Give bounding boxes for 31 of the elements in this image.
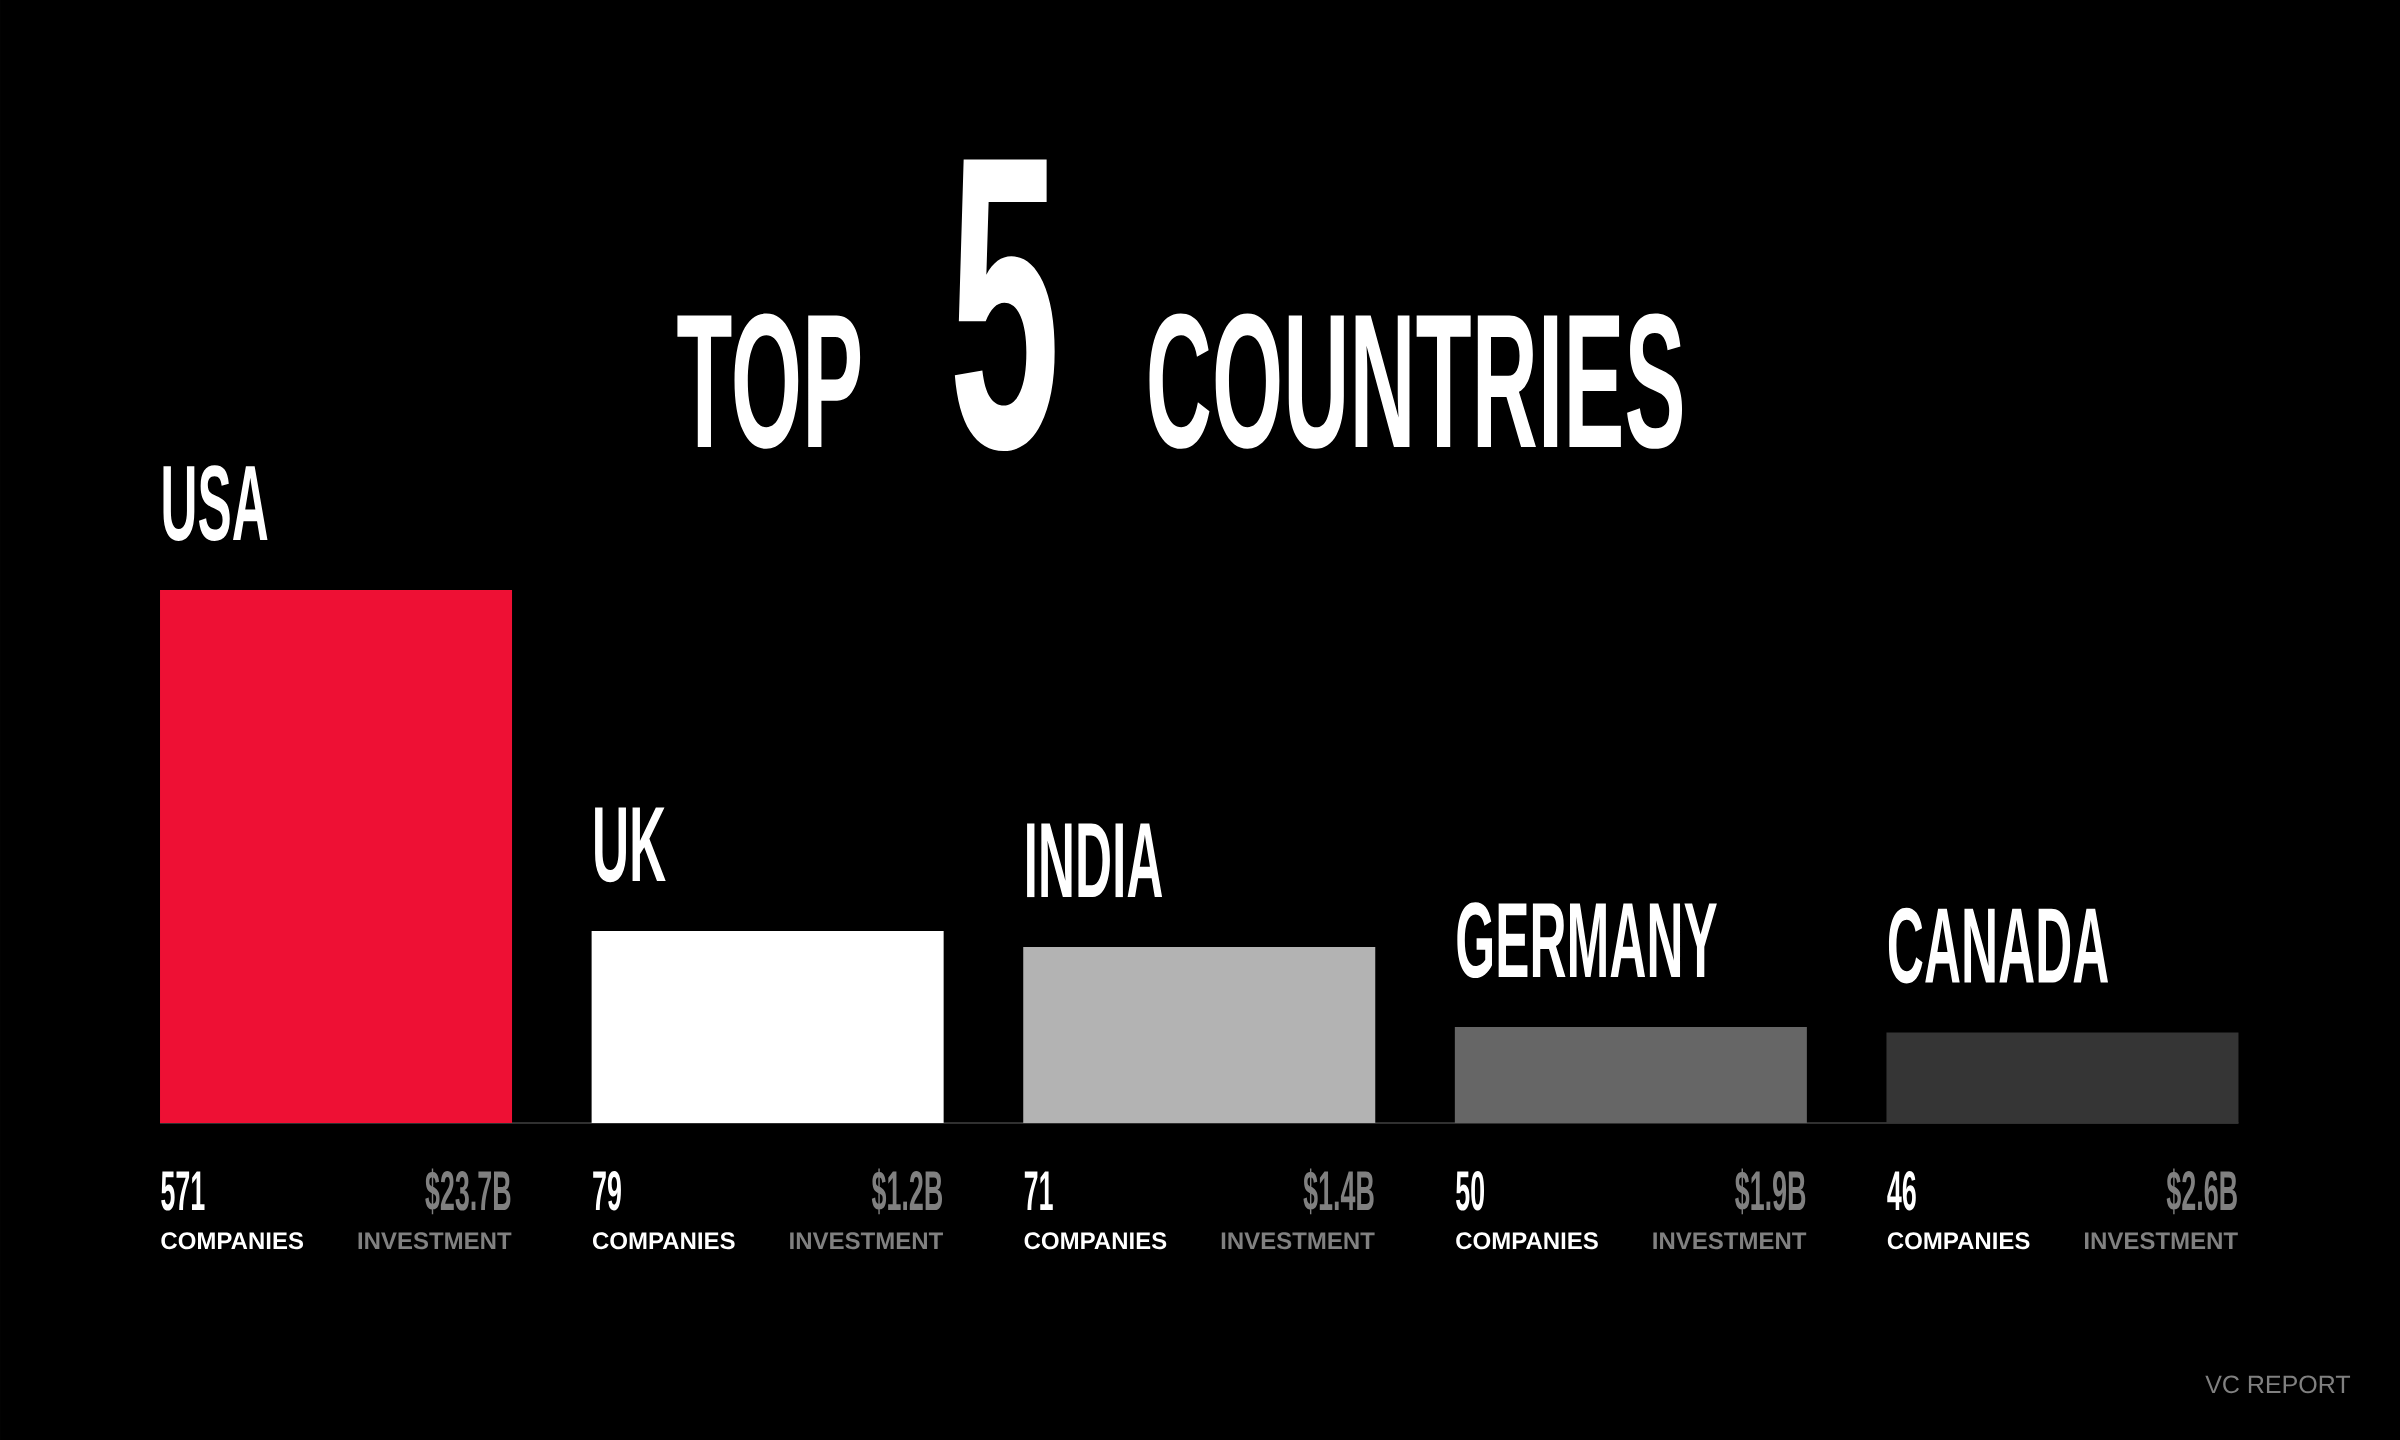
text: 71 [1024,1171,1053,1210]
bar [591,931,944,1123]
bar [1023,947,1376,1123]
text: COMPANIES [1024,1232,1167,1250]
text: $1.9B [1735,1168,1806,1215]
chart-title: TOP 5 COUNTRIES [677,159,1683,452]
text: COMPANIES [161,1232,304,1250]
x-tick-label: GERMANY [1457,902,1717,979]
text: VC REPORT [2205,1375,2351,1394]
text: INVESTMENT [790,1232,943,1250]
text: INVESTMENT [1653,1232,1807,1250]
x-tick-label: UK [595,807,666,883]
text: $1.4B [1303,1168,1374,1215]
bar [1454,1027,1807,1123]
text: $1.2B [871,1168,943,1215]
text: 79 [593,1170,621,1211]
text: INVESTMENT [358,1232,512,1250]
text: INVESTMENT [1221,1232,1375,1250]
text: 571 [161,1171,205,1211]
text: COMPANIES [1456,1232,1598,1250]
text: INVESTMENT [2085,1232,2238,1250]
text: $2.6B [2166,1168,2237,1215]
x-tick-label: USA [163,465,268,542]
text: 50 [1456,1170,1485,1211]
text: COMPANIES [1887,1232,2030,1250]
bar [160,589,513,1123]
text: 46 [1887,1170,1916,1211]
x-tick-label: INDIA [1027,823,1163,898]
x-tick-label: CANADA [1888,907,2108,984]
text: COMPANIES [593,1232,735,1250]
text: $23.7B [425,1168,511,1215]
